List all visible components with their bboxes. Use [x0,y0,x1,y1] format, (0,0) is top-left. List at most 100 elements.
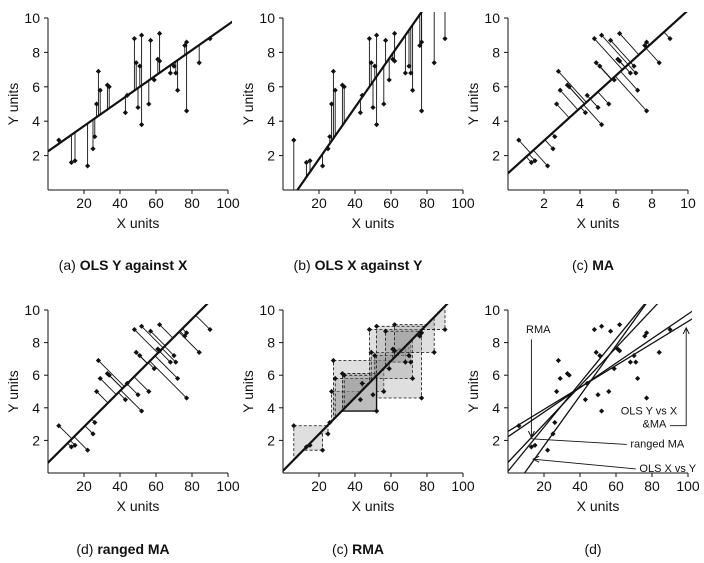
data-point [554,388,560,395]
data-point [135,104,141,111]
fit-line [283,304,449,473]
x-axis-label: X units [352,215,395,231]
residual-line [120,389,142,412]
data-point [431,349,437,355]
x-tick-label: 40 [347,478,363,494]
y-tick-label: 6 [267,367,275,383]
data-point [167,70,173,76]
residual-line [610,40,631,63]
data-point [207,36,213,42]
residual-line [134,329,159,354]
residual-line [154,355,178,379]
data-point [122,397,128,403]
data-point [139,122,145,128]
data-point [419,395,425,401]
data-point [644,108,650,114]
x-tick-label: 40 [347,195,363,211]
data-point [332,87,338,93]
fit-line [508,318,692,433]
data-point [599,32,605,38]
data-point [184,395,190,401]
data-point [593,349,599,355]
y-axis-label: Y units [240,83,256,126]
residual-line [559,89,579,111]
data-point [631,63,637,69]
x-tick-label: 60 [383,195,399,211]
data-point [106,372,112,378]
residual-line [195,314,211,330]
fit-line [508,304,646,473]
data-point [442,326,448,333]
data-point [207,326,213,333]
data-point [320,447,326,453]
x-tick-label: 60 [608,478,624,494]
data-point [68,159,74,166]
caption-a: (a) OLS Y against X [6,257,240,273]
data-point [599,408,605,414]
data-point [617,30,623,37]
residual-line [150,330,166,347]
residual-line [99,378,117,395]
residual-line [161,348,177,363]
rma-triangle [382,361,390,370]
y-tick-label: 4 [267,113,275,129]
rma-triangle [420,305,446,330]
data-point [564,82,570,88]
data-point [94,101,100,107]
data-point [555,357,561,364]
data-point [599,122,605,128]
data-point [372,353,378,359]
data-point [92,134,98,140]
data-point [330,68,336,74]
y-tick-label: 6 [492,79,500,95]
data-point [196,349,202,355]
data-point [327,134,333,140]
data-point [68,444,74,450]
data-point [642,42,648,49]
data-point [357,397,363,403]
data-point [633,70,639,76]
y-tick-label: 2 [492,432,500,448]
data-point [591,326,597,333]
caption-e: (c) RMA [241,541,475,557]
data-point [582,110,588,116]
annotation-arrowhead [532,455,540,463]
y-tick-label: 4 [32,113,40,129]
x-axis-label: X units [117,498,160,514]
data-point [139,32,145,38]
annotation-rma: RMA [526,324,551,336]
residual-line [599,65,613,80]
x-tick-label: 80 [644,478,660,494]
plot-area [48,304,213,465]
residual-line [84,425,94,435]
y-axis-label: Y units [5,370,21,413]
y-tick-label: 2 [32,432,40,448]
data-point [635,87,641,93]
data-point [431,60,437,66]
data-point [408,70,414,76]
data-point [381,388,387,395]
data-point [550,431,556,437]
data-point [584,380,590,386]
chart-panel-a: 20 40 60 80 100 2 4 6 8 10 X units Y units [5,10,240,231]
data-point [133,60,139,66]
residual-line [620,71,638,91]
data-point [644,395,650,401]
caption-b: (b) OLS X against Y [241,257,475,273]
data-point [390,56,396,62]
data-point [72,442,78,448]
caption-e-prefix: (c) [331,541,349,557]
chart-panel-e: 20 40 60 80 100 2 4 6 8 10 X units Y units [240,302,475,514]
data-point [368,60,374,66]
chart-panel-c: 2 4 6 8 10 2 4 6 8 10 X units Y units [465,10,696,231]
chart-panel-f: 20 40 60 80 100 2 4 6 8 10 X units Y units RMA OLS Y … [465,302,700,514]
data-point [97,375,103,382]
data-point [566,84,572,90]
y-tick-label: 4 [492,400,500,416]
y-tick-label: 10 [259,10,275,26]
data-point [146,388,152,395]
x-tick-label: 100 [216,478,240,494]
data-point [332,375,338,382]
data-point [124,92,130,98]
data-point [656,60,662,66]
